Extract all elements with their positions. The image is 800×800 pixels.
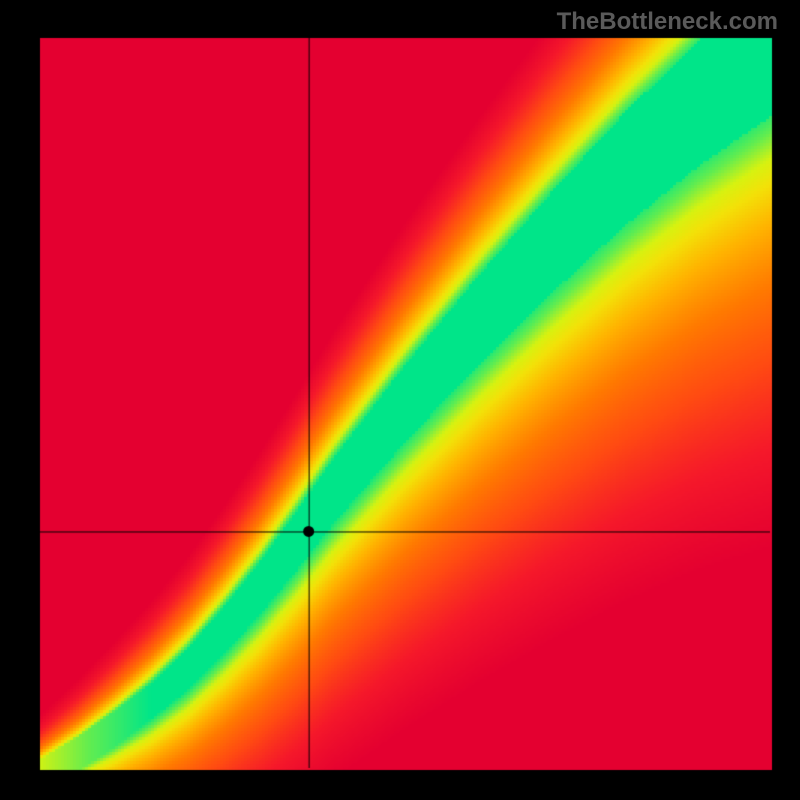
- heatmap-canvas: [0, 0, 800, 800]
- watermark-text: TheBottleneck.com: [557, 8, 778, 36]
- chart-container: TheBottleneck.com: [0, 0, 800, 800]
